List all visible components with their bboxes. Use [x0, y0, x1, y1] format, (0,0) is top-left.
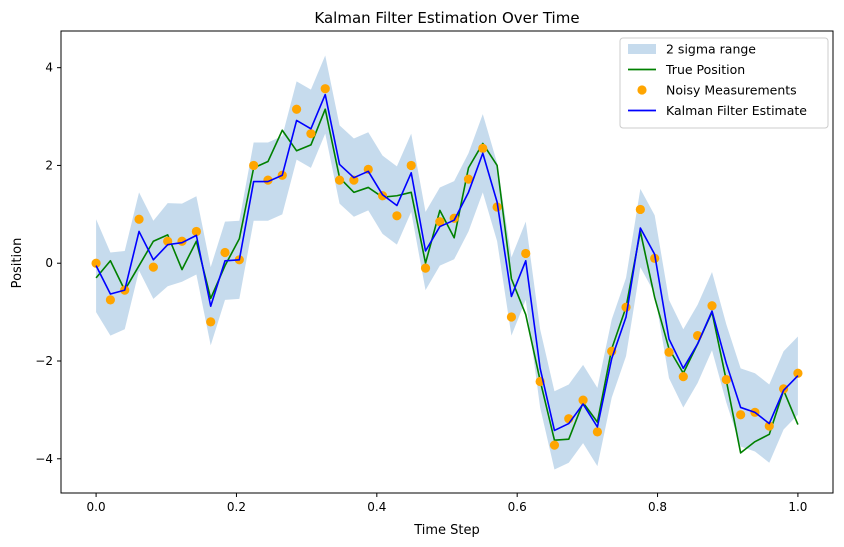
measurement-point [392, 211, 402, 221]
measurement-point [707, 301, 717, 311]
x-tick-label: 0.8 [648, 500, 667, 514]
measurement-point [420, 263, 431, 273]
measurement-point [320, 84, 330, 94]
legend-label: 2 sigma range [666, 42, 756, 57]
y-tick-label: 0 [45, 256, 53, 270]
y-axis: −4 −2 0 2 4 [35, 61, 61, 466]
measurement-point [435, 217, 445, 227]
measurement-point [91, 258, 101, 268]
measurement-point [191, 226, 201, 237]
measurement-point [736, 410, 746, 420]
legend-swatch-band [628, 44, 656, 54]
measurement-point [292, 104, 302, 114]
measurement-point [206, 317, 216, 327]
legend-label: Noisy Measurements [666, 83, 797, 98]
measurement-point [478, 143, 488, 153]
measurement-point [621, 302, 631, 312]
x-tick-label: 0.2 [227, 500, 246, 514]
y-tick-label: −2 [35, 354, 53, 368]
x-tick-label: 0.0 [87, 500, 106, 514]
plot-frame [60, 30, 834, 494]
measurement-point [406, 160, 416, 171]
measurement-point [334, 175, 345, 185]
y-tick-label: −4 [35, 452, 53, 466]
x-axis-label: Time Step [413, 523, 480, 538]
y-tick-label: 2 [45, 158, 53, 172]
measurement-point [306, 129, 316, 139]
sigma-band [96, 55, 798, 470]
measurement-point [678, 372, 688, 382]
legend-label: Kalman Filter Estimate [666, 103, 807, 118]
measurement-point [793, 368, 803, 378]
x-tick-label: 1.0 [788, 500, 807, 514]
measurement-point [506, 312, 517, 322]
measurement-point [635, 204, 645, 215]
measurement-point [263, 175, 273, 185]
kalman-filter-estimate-line [95, 93, 799, 432]
measurement-point [463, 174, 474, 184]
measurement-point [721, 374, 731, 385]
measurement-point [549, 440, 560, 450]
measurement-point [148, 262, 158, 272]
measurement-point [134, 214, 144, 224]
measurement-point [105, 295, 116, 305]
measurement-point [664, 347, 674, 357]
measurement-point [578, 395, 588, 405]
measurement-point [778, 384, 789, 394]
chart-title: Kalman Filter Estimation Over Time [314, 9, 579, 27]
plot-area [91, 55, 803, 470]
measurement-point [764, 421, 774, 431]
x-axis: 0.0 0.2 0.4 0.6 0.8 1.0 [87, 493, 807, 514]
y-tick-label: 4 [45, 61, 53, 75]
legend-label: True Position [665, 62, 745, 77]
measurement-point [220, 247, 230, 258]
legend: 2 sigma range True Position Noisy Measurem… [619, 37, 829, 129]
y-axis-label: Position [10, 238, 25, 289]
legend-swatch-marker [637, 85, 647, 95]
x-tick-label: 0.6 [508, 500, 527, 514]
measurement-point [521, 248, 531, 259]
measurement-point [349, 175, 359, 185]
x-tick-label: 0.4 [367, 500, 386, 514]
measurement-point [249, 160, 259, 171]
legend-box [619, 37, 829, 129]
measurement-point [592, 427, 603, 437]
